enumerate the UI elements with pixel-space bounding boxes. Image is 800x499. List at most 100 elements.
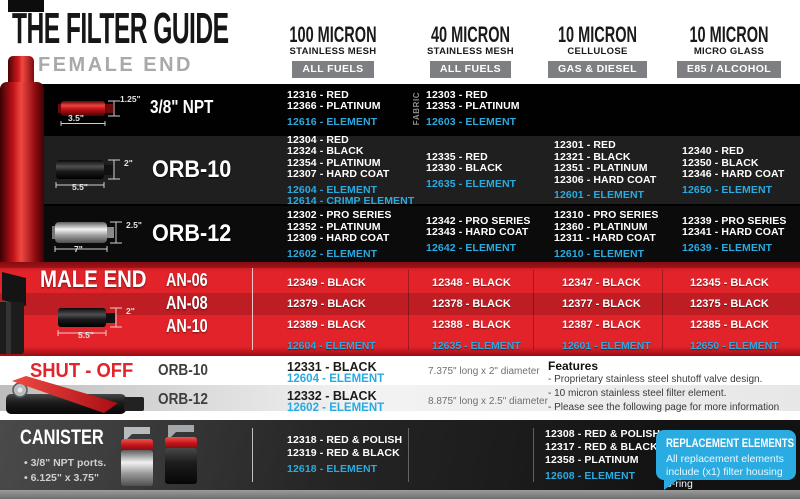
column-media: STAINLESS MESH bbox=[289, 46, 377, 57]
element-part-numbers: 12610 - ELEMENT bbox=[554, 247, 645, 260]
element-part-numbers: 12616 - ELEMENT bbox=[287, 115, 378, 128]
an-size-label: AN-06 bbox=[166, 270, 208, 290]
element-part-numbers: 12602 - ELEMENT bbox=[287, 247, 378, 260]
row-stripe bbox=[0, 293, 800, 315]
parts-cell: 12301 - RED 12321 - BLACK 12351 - PLATIN… bbox=[533, 136, 683, 206]
shut-off-section: SHUT - OFF ORB-10 ORB-12 12331 - BLACK 1… bbox=[0, 356, 800, 420]
shut-off-title: SHUT - OFF bbox=[30, 360, 134, 382]
part-number: 12375 - BLACK bbox=[690, 298, 769, 310]
part-number: 12345 - BLACK bbox=[690, 277, 769, 289]
replacement-elements-callout: REPLACEMENT ELEMENTS All replacement ele… bbox=[656, 430, 796, 490]
canister-specs: • 3/8" NPT ports. • 6.125" x 3.75" bbox=[24, 457, 107, 484]
element-part-number: 12602 - ELEMENT bbox=[287, 402, 385, 414]
fuel-badge: ALL FUELS bbox=[429, 61, 512, 78]
npt-filter-image bbox=[58, 100, 120, 126]
column-divider bbox=[252, 268, 253, 350]
parts-cell: 12310 - PRO SERIES 12360 - PLATINUM 1231… bbox=[533, 206, 683, 264]
part-numbers: 12318 - RED & POLISH 12319 - RED & BLACK bbox=[287, 434, 403, 460]
table-row-npt: 1.25" 3.5" 3/8" NPT 12316 - RED 12366 - … bbox=[28, 84, 800, 134]
element-part-numbers: 12603 - ELEMENT bbox=[426, 115, 517, 128]
element-part-numbers: 12608 - ELEMENT bbox=[545, 469, 636, 482]
column-header-100-micron: 100 MICRON STAINLESS MESH ALL FUELS bbox=[258, 24, 408, 78]
part-number: 12348 - BLACK bbox=[432, 277, 511, 289]
part-numbers: 12316 - RED 12366 - PLATINUM bbox=[287, 88, 381, 113]
parts-cell: 12302 - PRO SERIES 12352 - PLATINUM 1230… bbox=[252, 206, 437, 264]
part-number: 12332 - BLACK bbox=[287, 389, 377, 403]
column-divider bbox=[252, 428, 253, 482]
table-row-orb12: 2.5" 7" ORB-12 12302 - PRO SERIES 12352 … bbox=[28, 204, 800, 264]
canister-title: CANISTER bbox=[20, 426, 104, 449]
size-spec: 8.875" long x 2.5" diameter bbox=[428, 396, 548, 407]
table-row-orb10: 2" 5.5" ORB-10 12304 - RED 12324 - BLACK… bbox=[28, 133, 800, 207]
page-title: THE FILTER GUIDE bbox=[12, 4, 229, 53]
parts-cell: 12308 - RED & POLISH 12317 - RED & BLACK… bbox=[533, 420, 665, 490]
male-end-section: MALE END AN-06 AN-08 AN-10 2" 5.5" 12349… bbox=[0, 262, 800, 356]
dimension-label: 2" bbox=[126, 306, 135, 316]
section-edge bbox=[0, 262, 800, 268]
an-fitting-image bbox=[0, 272, 26, 354]
male-end-title: MALE END bbox=[40, 266, 147, 293]
column-micron: 100 MICRON bbox=[289, 22, 377, 47]
part-number: 12377 - BLACK bbox=[562, 298, 641, 310]
fuel-badge: E85 / ALCOHOL bbox=[676, 61, 782, 78]
female-end-table: 1.25" 3.5" 3/8" NPT 12316 - RED 12366 - … bbox=[28, 84, 800, 264]
part-number: 12379 - BLACK bbox=[287, 298, 366, 310]
column-header-10-micron-micro-glass: 10 MICRON MICRO GLASS E85 / ALCOHOL bbox=[664, 24, 794, 78]
masthead-tab bbox=[8, 0, 44, 12]
male-filter-image bbox=[57, 307, 122, 336]
orb12-filter-image bbox=[52, 221, 122, 252]
parts-cell: 12303 - RED 12353 - PLATINUM 12603 - ELE… bbox=[408, 84, 551, 134]
row-title: 3/8" NPT bbox=[150, 97, 214, 117]
column-micron: 10 MICRON bbox=[689, 22, 769, 47]
parts-cell: 12318 - RED & POLISH 12319 - RED & BLACK… bbox=[252, 420, 437, 490]
row-title: ORB-10 bbox=[152, 156, 232, 183]
part-numbers: 12301 - RED 12321 - BLACK 12351 - PLATIN… bbox=[554, 139, 657, 186]
part-number: 12388 - BLACK bbox=[432, 319, 511, 331]
part-numbers: 12302 - PRO SERIES 12352 - PLATINUM 1230… bbox=[287, 209, 392, 244]
column-media: CELLULOSE bbox=[567, 46, 628, 57]
parts-cell: 12335 - RED 12330 - BLACK 12635 - ELEMEN… bbox=[408, 136, 551, 206]
column-media: STAINLESS MESH bbox=[427, 46, 514, 57]
fuel-badge: GAS & DIESEL bbox=[548, 61, 647, 78]
part-numbers: 12308 - RED & POLISH 12317 - RED & BLACK… bbox=[545, 427, 661, 466]
part-numbers: 12340 - RED 12350 - BLACK 12346 - HARD C… bbox=[682, 145, 785, 180]
size-spec: 7.375" long x 2" diameter bbox=[428, 366, 540, 377]
canister-polish-image bbox=[121, 427, 153, 486]
dimension-label: 7" bbox=[74, 244, 83, 254]
parts-cell: 12339 - PRO SERIES 12341 - HARD COAT 126… bbox=[662, 206, 800, 264]
element-part-numbers: 12642 - ELEMENT bbox=[426, 241, 517, 254]
part-number: 12349 - BLACK bbox=[287, 277, 366, 289]
orb10-filter-image bbox=[55, 159, 120, 188]
dimension-label: 2.5" bbox=[126, 220, 142, 230]
part-number: 12378 - BLACK bbox=[432, 298, 511, 310]
canister-section: CANISTER • 3/8" NPT ports. • 6.125" x 3.… bbox=[0, 420, 800, 490]
column-header-40-micron: 40 MICRON STAINLESS MESH ALL FUELS bbox=[408, 24, 533, 78]
column-media: MICRO GLASS bbox=[693, 46, 765, 57]
element-part-numbers: 12650 - ELEMENT bbox=[682, 183, 773, 196]
parts-cell: 12316 - RED 12366 - PLATINUM 12616 - ELE… bbox=[252, 84, 437, 134]
element-part-numbers: 12639 - ELEMENT bbox=[682, 241, 773, 254]
element-part-numbers: 12601 - ELEMENT bbox=[554, 189, 645, 202]
shutoff-valve-image bbox=[6, 376, 144, 414]
column-divider bbox=[408, 270, 409, 350]
part-number: 12387 - BLACK bbox=[562, 319, 641, 331]
element-part-numbers: 12618 - ELEMENT bbox=[287, 463, 378, 476]
parts-cell: 12340 - RED 12350 - BLACK 12346 - HARD C… bbox=[662, 136, 800, 206]
part-numbers: 12304 - RED 12324 - BLACK 12354 - PLATIN… bbox=[287, 133, 390, 180]
part-numbers: 12335 - RED 12330 - BLACK bbox=[426, 150, 503, 175]
part-number: 12331 - BLACK bbox=[287, 360, 377, 374]
fuel-pump-image bbox=[0, 82, 44, 262]
parts-cell: 12342 - PRO SERIES 12343 - HARD COAT 126… bbox=[408, 206, 551, 264]
row-title: ORB-12 bbox=[152, 220, 232, 247]
an-size-label: AN-10 bbox=[166, 316, 208, 336]
column-micron: 40 MICRON bbox=[430, 22, 511, 47]
element-part-number: 12604 - ELEMENT bbox=[287, 340, 376, 352]
size-label: ORB-12 bbox=[158, 391, 208, 408]
part-numbers: 12342 - PRO SERIES 12343 - HARD COAT bbox=[426, 214, 531, 239]
footer-bar bbox=[0, 490, 800, 499]
replacement-elements-body: All replacement elements include (x1) fi… bbox=[666, 453, 784, 490]
column-divider bbox=[533, 428, 534, 482]
part-number: 12347 - BLACK bbox=[562, 277, 641, 289]
column-divider bbox=[533, 270, 534, 350]
